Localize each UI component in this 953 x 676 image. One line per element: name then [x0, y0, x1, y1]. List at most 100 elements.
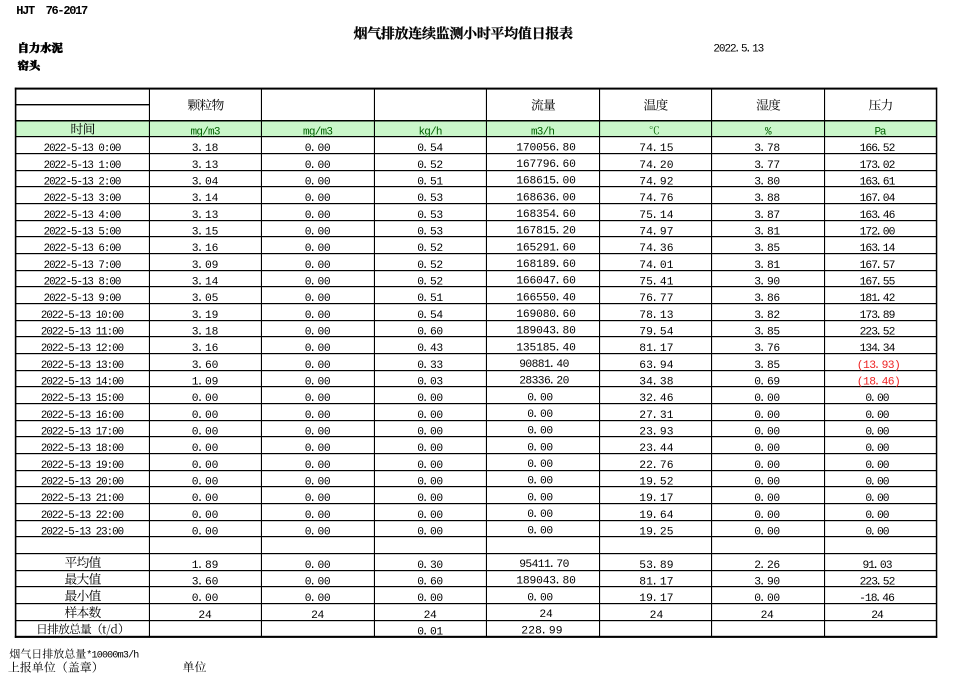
svg-text:3.60: 3.60: [192, 360, 219, 372]
svg-text:mg/m3: mg/m3: [191, 127, 221, 139]
svg-text:3.82: 3.82: [754, 310, 780, 322]
svg-text:0.00: 0.00: [305, 193, 331, 205]
svg-text:0.00: 0.00: [305, 510, 331, 522]
svg-text:167.04: 167.04: [860, 193, 896, 205]
svg-text:3.14: 3.14: [192, 277, 219, 289]
svg-text:HJT 76-2017: HJT 76-2017: [16, 4, 88, 18]
svg-text:0.00: 0.00: [754, 477, 780, 489]
svg-text:0.00: 0.00: [305, 327, 331, 339]
svg-text:0.00: 0.00: [417, 493, 443, 505]
svg-text:0.60: 0.60: [417, 577, 443, 589]
svg-text:0.00: 0.00: [417, 443, 443, 455]
svg-text:74.15: 74.15: [639, 143, 674, 155]
svg-text:0.43: 0.43: [417, 343, 443, 355]
svg-text:170056.80: 170056.80: [516, 142, 576, 154]
svg-text:3.81: 3.81: [754, 227, 780, 239]
svg-text:0.00: 0.00: [527, 459, 553, 471]
svg-text:3.09: 3.09: [192, 260, 219, 272]
svg-text:0.00: 0.00: [754, 410, 780, 422]
svg-text:0.00: 0.00: [417, 393, 443, 405]
svg-text:3.04: 3.04: [192, 177, 219, 189]
svg-text:189043.80: 189043.80: [516, 326, 576, 338]
svg-text:m3/h: m3/h: [531, 127, 555, 139]
svg-text:0.60: 0.60: [417, 327, 443, 339]
svg-text:3.90: 3.90: [754, 577, 780, 589]
svg-text:(18.46): (18.46): [857, 377, 901, 389]
svg-text:0.00: 0.00: [305, 377, 331, 389]
svg-text:0.00: 0.00: [417, 593, 443, 605]
svg-text:0.00: 0.00: [305, 593, 331, 605]
svg-text:173.89: 173.89: [860, 310, 896, 322]
svg-text:0.00: 0.00: [417, 460, 443, 472]
svg-text:167815.20: 167815.20: [516, 226, 576, 238]
svg-text:74.76: 74.76: [639, 193, 674, 205]
svg-text:0.00: 0.00: [754, 510, 780, 522]
svg-text:0.00: 0.00: [865, 493, 889, 505]
svg-text:81.17: 81.17: [639, 343, 673, 355]
svg-text:169080.60: 169080.60: [516, 309, 576, 321]
svg-text:0.00: 0.00: [865, 443, 889, 455]
svg-text:0.00: 0.00: [192, 393, 219, 405]
svg-text:2022-5-13 10:00: 2022-5-13 10:00: [41, 310, 124, 322]
svg-text:74.97: 74.97: [639, 227, 673, 239]
svg-text:2022-5-13 21:00: 2022-5-13 21:00: [41, 493, 124, 505]
svg-text:3.60: 3.60: [192, 577, 219, 589]
svg-text:168189.60: 168189.60: [516, 259, 576, 271]
svg-text:95411.70: 95411.70: [519, 559, 569, 571]
svg-text:0.00: 0.00: [305, 177, 331, 189]
svg-text:0.00: 0.00: [305, 343, 331, 355]
svg-text:%: %: [765, 127, 772, 139]
svg-text:228.99: 228.99: [521, 626, 562, 638]
svg-text:2022-5-13 9:00: 2022-5-13 9:00: [44, 293, 122, 305]
svg-text:0.00: 0.00: [754, 427, 780, 439]
svg-text:0.54: 0.54: [417, 310, 443, 322]
svg-text:3.16: 3.16: [192, 243, 219, 255]
svg-text:165291.60: 165291.60: [516, 242, 576, 254]
svg-text:0.00: 0.00: [192, 477, 219, 489]
svg-text:Pa: Pa: [875, 127, 887, 139]
svg-text:2022-5-13 2:00: 2022-5-13 2:00: [44, 177, 122, 189]
svg-text:181.42: 181.42: [860, 293, 896, 305]
svg-text:0.00: 0.00: [527, 426, 553, 438]
svg-text:1.09: 1.09: [192, 377, 219, 389]
svg-text:166550.40: 166550.40: [516, 292, 576, 304]
svg-text:79.54: 79.54: [639, 327, 674, 339]
svg-text:2022-5-13 1:00: 2022-5-13 1:00: [44, 160, 122, 172]
svg-text:2022.5.13: 2022.5.13: [713, 44, 764, 56]
svg-text:0.00: 0.00: [754, 393, 780, 405]
svg-text:0.00: 0.00: [527, 409, 553, 421]
svg-text:0.00: 0.00: [305, 393, 331, 405]
svg-text:74.20: 74.20: [639, 160, 674, 172]
svg-text:19.17: 19.17: [639, 493, 673, 505]
svg-text:0.00: 0.00: [527, 492, 553, 504]
svg-text:0.00: 0.00: [527, 526, 553, 538]
svg-text:0.53: 0.53: [417, 210, 443, 222]
svg-text:2022-5-13 23:00: 2022-5-13 23:00: [41, 527, 124, 539]
svg-text:24: 24: [198, 610, 212, 622]
svg-text:223.52: 223.52: [860, 577, 896, 589]
svg-text:mg/m3: mg/m3: [303, 127, 333, 139]
svg-text:53.89: 53.89: [639, 560, 673, 572]
svg-text:0.00: 0.00: [305, 243, 331, 255]
svg-text:0.00: 0.00: [865, 427, 889, 439]
svg-text:0.00: 0.00: [305, 310, 331, 322]
svg-text:0.00: 0.00: [305, 143, 331, 155]
svg-text:168354.60: 168354.60: [516, 209, 576, 221]
svg-text:2022-5-13 12:00: 2022-5-13 12:00: [41, 343, 124, 355]
svg-text:0.00: 0.00: [305, 277, 331, 289]
svg-text:3.85: 3.85: [754, 243, 780, 255]
svg-text:0.51: 0.51: [417, 177, 443, 189]
svg-text:24: 24: [424, 610, 437, 622]
svg-text:2.26: 2.26: [754, 560, 780, 572]
svg-text:74.36: 74.36: [639, 243, 674, 255]
svg-text:0.52: 0.52: [417, 243, 443, 255]
svg-text:2022-5-13 3:00: 2022-5-13 3:00: [44, 193, 122, 205]
svg-text:2022-5-13 17:00: 2022-5-13 17:00: [41, 427, 124, 439]
svg-text:2022-5-13 16:00: 2022-5-13 16:00: [41, 410, 124, 422]
svg-text:0.00: 0.00: [192, 427, 219, 439]
svg-text:0.00: 0.00: [865, 510, 889, 522]
svg-text:0.03: 0.03: [417, 377, 443, 389]
svg-text:0.52: 0.52: [417, 260, 443, 272]
svg-text:0.00: 0.00: [417, 410, 443, 422]
svg-text:19.25: 19.25: [639, 527, 674, 539]
